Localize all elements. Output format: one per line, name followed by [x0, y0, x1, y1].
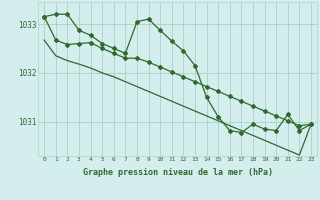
X-axis label: Graphe pression niveau de la mer (hPa): Graphe pression niveau de la mer (hPa): [83, 168, 273, 177]
